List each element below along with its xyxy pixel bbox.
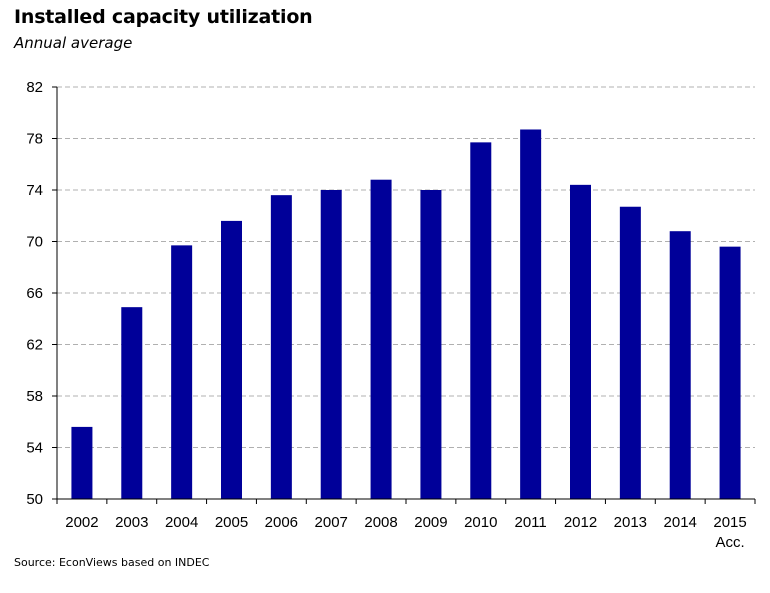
y-tick-label: 66 bbox=[26, 285, 43, 302]
x-tick-label: 2005 bbox=[215, 514, 248, 531]
x-tick-label: 2012 bbox=[564, 514, 597, 531]
x-tick-label: 2015 bbox=[713, 514, 746, 531]
bar bbox=[570, 184, 591, 499]
x-tick-label: 2009 bbox=[414, 514, 447, 531]
x-tick-label: 2006 bbox=[265, 514, 298, 531]
bar bbox=[370, 179, 392, 499]
x-tick-label: 2007 bbox=[315, 514, 348, 531]
x-tick-label: 2014 bbox=[664, 514, 697, 531]
x-tick-label: 2008 bbox=[364, 514, 397, 531]
x-tick-label: 2002 bbox=[65, 514, 98, 531]
bar bbox=[520, 129, 542, 500]
x-tick-sublabel: Acc. bbox=[715, 534, 744, 551]
y-tick-label: 78 bbox=[26, 131, 43, 148]
bar bbox=[420, 190, 442, 499]
x-tick-label: 2011 bbox=[515, 514, 547, 531]
bar bbox=[221, 220, 242, 499]
y-tick-label: 54 bbox=[26, 440, 43, 457]
bar bbox=[320, 190, 342, 499]
x-tick-label: 2010 bbox=[464, 514, 497, 531]
bar bbox=[669, 231, 691, 499]
y-tick-label: 58 bbox=[26, 388, 43, 405]
chart-subtitle: Annual average bbox=[14, 34, 133, 52]
chart-title: Installed capacity utilization bbox=[14, 6, 313, 28]
y-tick-label: 82 bbox=[26, 79, 43, 96]
bar bbox=[470, 142, 492, 500]
bar bbox=[270, 195, 292, 499]
bar bbox=[619, 206, 641, 500]
source-note: Source: EconViews based on INDEC bbox=[14, 556, 210, 569]
y-tick-label: 50 bbox=[26, 491, 43, 508]
y-tick-label: 74 bbox=[26, 182, 43, 199]
bar bbox=[71, 426, 93, 499]
bar bbox=[171, 245, 193, 499]
bar bbox=[719, 246, 741, 499]
x-tick-label: 2003 bbox=[115, 514, 148, 531]
x-tick-label: 2004 bbox=[165, 514, 198, 531]
bar bbox=[121, 307, 143, 499]
y-tick-label: 62 bbox=[26, 337, 43, 354]
y-tick-label: 70 bbox=[26, 234, 43, 251]
x-tick-label: 2013 bbox=[614, 514, 647, 531]
